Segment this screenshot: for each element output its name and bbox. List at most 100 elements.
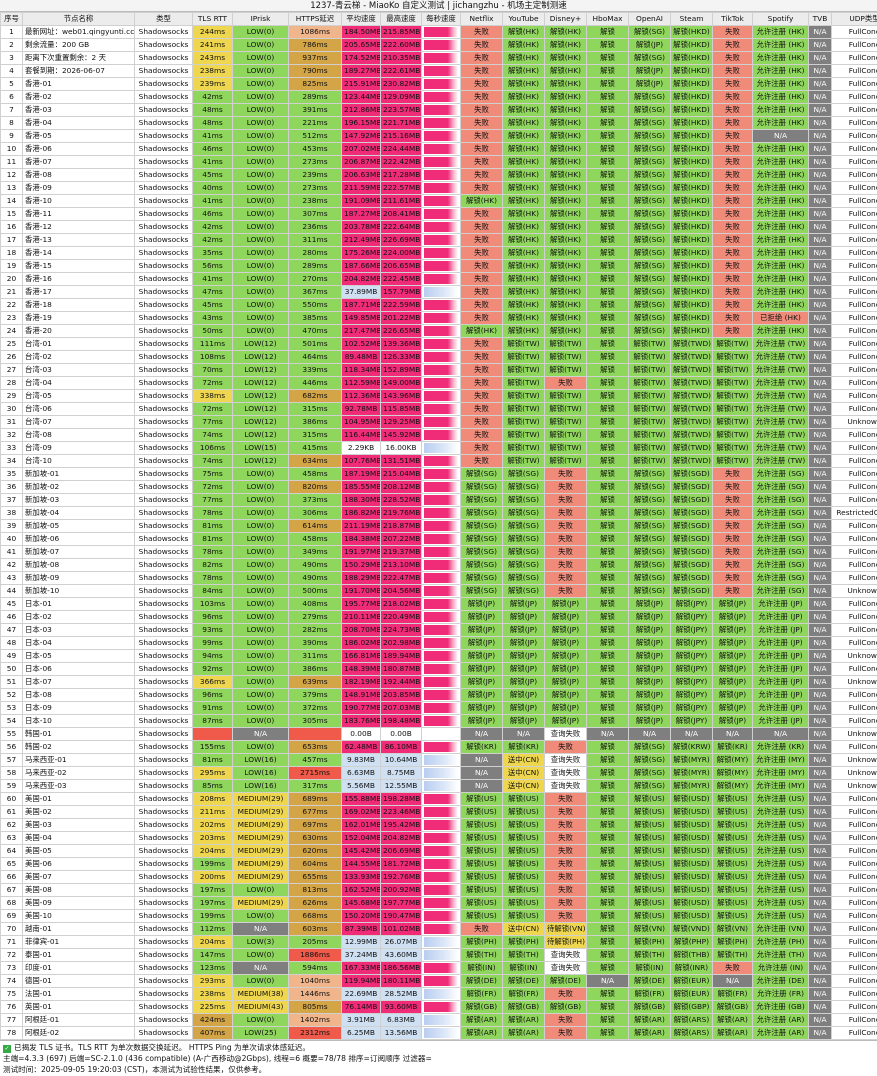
- col-spotify-cell: 允许注册 (SG): [753, 533, 809, 546]
- col-udp-cell: FullCone: [832, 325, 877, 338]
- col-netflix-cell: 失败: [461, 26, 503, 39]
- col-openai-cell: 解锁(JP): [629, 702, 671, 715]
- col-iprisk-cell: LOW(0): [233, 312, 289, 325]
- col-avg-speed-cell: 191.97MB: [342, 546, 381, 559]
- col-avg-speed-cell: 211.19MB: [342, 520, 381, 533]
- col-per-second-cell: [422, 312, 461, 325]
- col-netflix-cell: 失败: [461, 364, 503, 377]
- col-https-delay-cell: 349ms: [289, 546, 342, 559]
- col-per-second-cell: [422, 39, 461, 52]
- col-https-delay-cell: 315ms: [289, 429, 342, 442]
- col-type-cell: Shadowsocks: [135, 182, 193, 195]
- col-tvb-cell: N/A: [809, 377, 832, 390]
- col-tls-rtt-cell: 35ms: [193, 247, 233, 260]
- col-avg-speed-cell: 123.44MB: [342, 91, 381, 104]
- col-tvb-cell: N/A: [809, 767, 832, 780]
- col-disney-cell: 查询失败: [545, 754, 587, 767]
- col-tiktok-cell: 解锁(TW): [713, 429, 753, 442]
- col-udp-cell: FullCone: [832, 663, 877, 676]
- col-avg-speed-cell: 119.94MB: [342, 975, 381, 988]
- col-tls-rtt-cell: 199ms: [193, 858, 233, 871]
- col-iprisk-cell: LOW(15): [233, 442, 289, 455]
- col-node-name-cell: 日本-09: [23, 702, 135, 715]
- col-iprisk-cell: LOW(16): [233, 780, 289, 793]
- speed-sparkline: [424, 885, 458, 895]
- col-avg-speed-cell: 102.52MB: [342, 338, 381, 351]
- col-udp-cell: FullCone: [832, 78, 877, 91]
- speed-sparkline: [424, 768, 458, 778]
- col-avg-speed-cell: 187.71MB: [342, 299, 381, 312]
- col-tvb-cell: N/A: [809, 429, 832, 442]
- col-max-speed-cell: 180.11MB: [381, 975, 422, 988]
- col-steam-cell: 解锁(HKD): [671, 273, 713, 286]
- col-node-name-cell: 香港-01: [23, 78, 135, 91]
- col-disney-cell: 解锁(JP): [545, 624, 587, 637]
- col-youtube-cell: 解锁(TW): [503, 338, 545, 351]
- col-max-speed-cell: 157.79MB: [381, 286, 422, 299]
- footer-note: 已揭发 TLS 证书。TLS RTT 为单次数据交换延迟。 HTTPS Ping…: [14, 1043, 310, 1052]
- col-avg-speed-cell: 5.56MB: [342, 780, 381, 793]
- col-tiktok-cell: 失败: [713, 104, 753, 117]
- col-avg-speed-cell: 155.88MB: [342, 793, 381, 806]
- speed-sparkline: [424, 274, 458, 284]
- col-per-second-cell: [422, 169, 461, 182]
- col-udp-cell: FullCone: [832, 897, 877, 910]
- col-spotify-cell: 允许注册 (TW): [753, 364, 809, 377]
- col-per-second-cell: [422, 559, 461, 572]
- col-tvb-cell: N/A: [809, 715, 832, 728]
- col-index-cell: 70: [1, 923, 23, 936]
- col-type-cell: Shadowsocks: [135, 455, 193, 468]
- col-max-speed-cell: 210.35MB: [381, 52, 422, 65]
- col-netflix-cell: 解锁(IN): [461, 962, 503, 975]
- col-youtube-cell: 解锁(HK): [503, 91, 545, 104]
- col-udp-cell: FullCone: [832, 858, 877, 871]
- speed-sparkline: [424, 417, 458, 427]
- col-index-cell: 38: [1, 507, 23, 520]
- col-tiktok-cell: 解锁(VN): [713, 923, 753, 936]
- col-udp-cell: FullCone: [832, 442, 877, 455]
- col-steam-cell: 解锁(VND): [671, 923, 713, 936]
- col-iprisk-cell: LOW(0): [233, 52, 289, 65]
- col-spotify-cell: 允许注册 (TW): [753, 338, 809, 351]
- col-netflix-cell: 解锁(SG): [461, 507, 503, 520]
- col-tiktok-cell: 解锁(TW): [713, 416, 753, 429]
- col-spotify-cell: 允许注册 (TH): [753, 949, 809, 962]
- col-netflix-cell: 失败: [461, 377, 503, 390]
- col-per-second-cell: [422, 741, 461, 754]
- col-tls-rtt-cell: 112ms: [193, 923, 233, 936]
- speed-sparkline: [424, 1002, 458, 1012]
- col-hbomax-cell: 解锁: [587, 260, 629, 273]
- col-openai-cell: 解锁(JP): [629, 637, 671, 650]
- col-type-cell: Shadowsocks: [135, 1027, 193, 1040]
- col-tiktok-cell: 解锁(TW): [713, 364, 753, 377]
- col-avg-speed-cell: 187.66MB: [342, 260, 381, 273]
- footer: ✓已揭发 TLS 证书。TLS RTT 为单次数据交换延迟。 HTTPS Pin…: [0, 1040, 877, 1076]
- col-max-speed-cell: 192.76MB: [381, 871, 422, 884]
- col-tiktok-cell: 失败: [713, 962, 753, 975]
- col-netflix-cell: 解锁(GB): [461, 1001, 503, 1014]
- col-tvb-cell: N/A: [809, 988, 832, 1001]
- col-steam-cell: 解锁(ARS): [671, 1027, 713, 1040]
- col-youtube-cell: 解锁(US): [503, 884, 545, 897]
- col-avg-speed-cell: 204.82MB: [342, 273, 381, 286]
- col-youtube-cell: 解锁(DE): [503, 975, 545, 988]
- col-hbomax-cell: 解锁: [587, 949, 629, 962]
- col-type-cell: Shadowsocks: [135, 637, 193, 650]
- col-type-cell: Shadowsocks: [135, 754, 193, 767]
- col-per-second-cell: [422, 1001, 461, 1014]
- col-steam-cell: 解锁(TWD): [671, 429, 713, 442]
- col-index-cell: 7: [1, 104, 23, 117]
- col-tvb-cell: N/A: [809, 923, 832, 936]
- col-https-delay-cell: 311ms: [289, 234, 342, 247]
- col-disney-cell: 失败: [545, 559, 587, 572]
- col-https-delay-cell: 390ms: [289, 637, 342, 650]
- col-avg-speed-cell: 206.87MB: [342, 156, 381, 169]
- col-iprisk-cell: LOW(0): [233, 195, 289, 208]
- col-tvb-cell: N/A: [809, 455, 832, 468]
- col-openai-cell: 解锁(US): [629, 910, 671, 923]
- col-max-speed-cell: 86.10MB: [381, 741, 422, 754]
- col-youtube-cell: 解锁(HK): [503, 169, 545, 182]
